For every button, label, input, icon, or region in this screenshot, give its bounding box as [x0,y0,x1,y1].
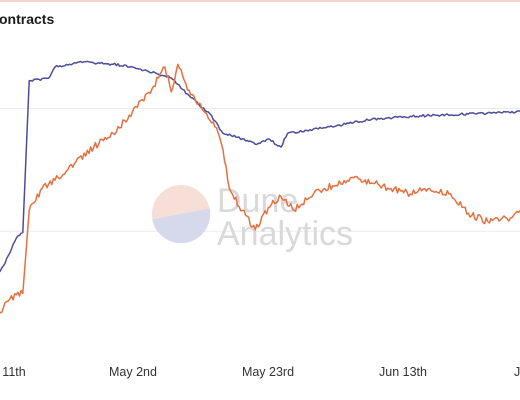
watermark-logo-segment [152,208,211,244]
x-tick-label: J [514,365,520,379]
top-border [0,0,520,2]
dune-watermark: Dune Analytics [152,182,353,253]
series-line-blue [0,60,520,273]
watermark-line2: Analytics [217,215,353,253]
x-tick-label: 11th [2,365,25,379]
x-axis: 11th May 2nd May 23rd Jun 13th J [2,365,520,379]
x-tick-label: May 2nd [109,365,157,379]
series-layer [0,60,520,314]
gridlines [0,107,520,232]
x-tick-label: May 23rd [242,365,294,379]
series-line-orange [0,63,520,314]
chart-title: ontracts [0,11,55,27]
watermark-line1: Dune [217,182,298,220]
x-tick-label: Jun 13th [379,365,427,379]
